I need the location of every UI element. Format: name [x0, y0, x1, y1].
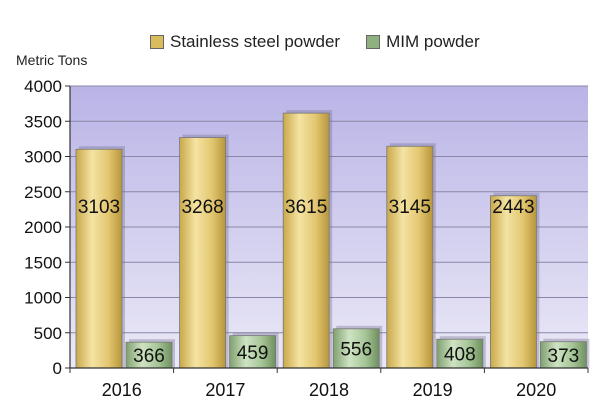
data-label-stainless-steel: 3268 [181, 197, 223, 218]
legend-label-mim: MIM powder [386, 32, 480, 51]
x-tick-label: 2017 [205, 380, 245, 400]
data-label-mim: 408 [444, 345, 476, 366]
y-tick-label: 2500 [24, 183, 62, 202]
legend-label-stainless: Stainless steel powder [170, 32, 341, 51]
y-tick-label: 2000 [24, 218, 62, 237]
bar-mim [540, 341, 587, 369]
legend-swatch-stainless [150, 35, 164, 49]
bar-stainless-steel [386, 145, 434, 369]
y-tick-label: 4000 [24, 77, 62, 96]
bar-stainless-steel [179, 137, 227, 369]
x-tick-label: 2020 [516, 380, 556, 400]
legend-swatch-mim [366, 35, 381, 49]
legend-item-mim: MIM powder [366, 32, 480, 52]
bar-mim [125, 341, 173, 369]
y-tick-label: 1000 [24, 289, 62, 308]
bar-mim [436, 338, 484, 369]
data-label-stainless-steel: 3615 [285, 197, 327, 218]
data-label-stainless-steel: 2443 [492, 197, 534, 218]
data-label-stainless-steel: 3145 [389, 197, 431, 218]
bar-stainless-steel [282, 112, 330, 369]
legend-item-stainless: Stainless steel powder [150, 32, 340, 52]
data-label-mim: 373 [548, 346, 580, 367]
bar-stainless-steel [489, 195, 537, 369]
y-axis-label: Metric Tons [16, 52, 88, 68]
y-tick-label: 1500 [24, 253, 62, 272]
chart-legend: Stainless steel powder MIM powder [150, 32, 480, 52]
y-tick-label: 500 [34, 324, 62, 343]
y-tick-label: 0 [53, 359, 62, 378]
data-label-mim: 459 [237, 343, 269, 364]
data-label-mim: 366 [133, 346, 165, 367]
data-label-mim: 556 [340, 339, 372, 360]
bar-mim [229, 335, 277, 369]
bar-mim [332, 328, 380, 369]
x-tick-label: 2016 [102, 380, 142, 400]
data-label-stainless-steel: 3103 [78, 197, 120, 218]
y-tick-label: 3000 [24, 148, 62, 167]
y-tick-label: 3500 [24, 112, 62, 131]
x-tick-label: 2019 [413, 380, 453, 400]
x-tick-label: 2018 [309, 380, 349, 400]
bar-stainless-steel [75, 148, 123, 369]
